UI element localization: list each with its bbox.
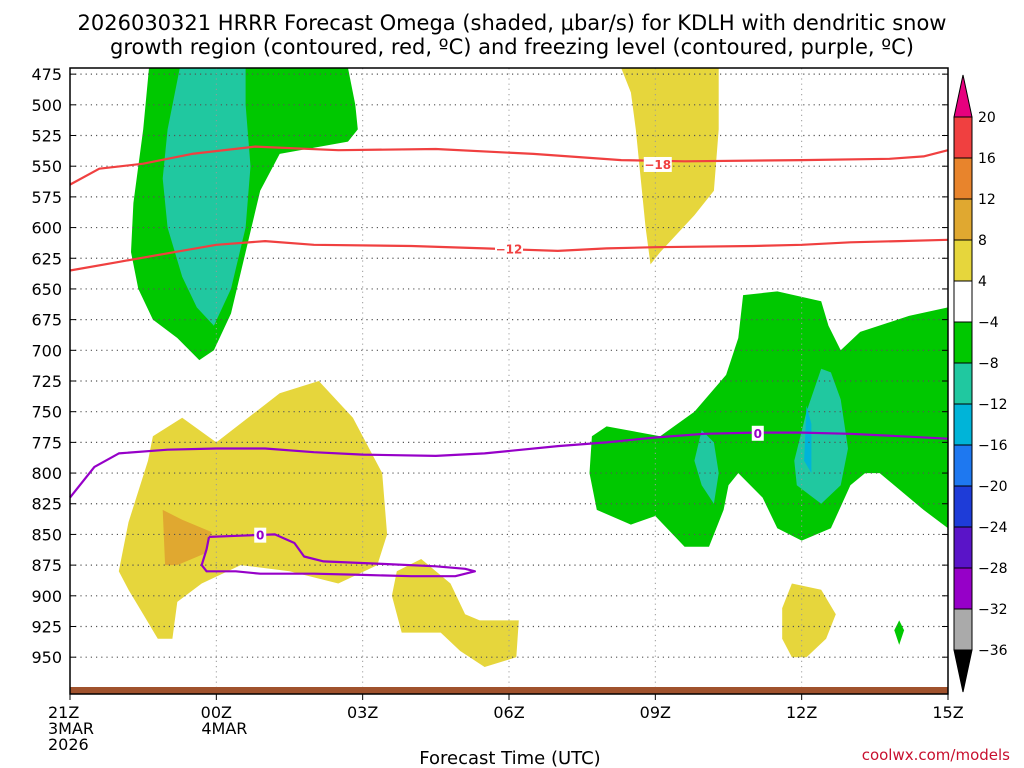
y-tick-label: 700: [31, 341, 62, 360]
colorbar-label: 12: [978, 192, 996, 208]
contours: −18 −12 0 0: [69, 145, 949, 578]
shaded-region-teal-lower-right-b: [694, 430, 719, 504]
shaded-regions: [118, 68, 948, 667]
y-tick-label: 600: [31, 219, 62, 238]
grid-lines: [70, 68, 948, 694]
colorbar-bin: [953, 362, 973, 405]
colorbar-label: 20: [978, 110, 996, 126]
colorbar-bin: [953, 280, 973, 323]
y-tick-label: 950: [31, 648, 62, 667]
x-tick-label: 00Z: [201, 703, 232, 722]
y-tick-label: 775: [31, 433, 62, 452]
contour-line: [69, 145, 949, 186]
contour-label: 0: [256, 529, 264, 543]
chart-title-line-2: growth region (contoured, red, ºC) and f…: [110, 35, 914, 59]
colorbar: 20 16 12 8 4 −4 −8 −12 −16 −20 −24 −28 −32 −36: [953, 74, 1008, 693]
shaded-region-orange-lower-left: [162, 509, 212, 566]
x-tick-label: 3MAR: [48, 719, 94, 738]
y-tick-label: 850: [31, 525, 62, 544]
colorbar-label: 8: [978, 233, 987, 249]
colorbar-bin: [953, 403, 973, 446]
colorbar-label: 16: [978, 151, 996, 167]
x-tick-label: 2026: [48, 735, 89, 754]
colorbar-bin: [953, 157, 973, 200]
y-tick-label: 650: [31, 280, 62, 299]
y-tick-label: 625: [31, 249, 62, 268]
contour-label: −12: [496, 243, 523, 257]
shaded-region-green-speck-right: [894, 620, 905, 645]
y-tick-label: 550: [31, 157, 62, 176]
colorbar-bin: [953, 198, 973, 241]
shaded-region-teal-lower-right-a: [794, 368, 848, 504]
colorbar-label: −12: [978, 397, 1008, 413]
contour-label-background: [254, 527, 267, 543]
y-tick-label: 475: [31, 65, 62, 84]
x-tick-label: 15Z: [932, 703, 963, 722]
x-tick-label: 12Z: [786, 703, 817, 722]
colorbar-label: −8: [978, 356, 999, 372]
shaded-region-teal-upper-left: [162, 68, 251, 326]
contour-label: −18: [644, 158, 671, 172]
surface-bar: [70, 687, 948, 694]
colorbar-arrow-bottom: [953, 649, 973, 693]
x-axis-label: Forecast Time (UTC): [419, 748, 600, 768]
x-tick-label: 09Z: [640, 703, 671, 722]
y-tick-label: 825: [31, 495, 62, 514]
y-tick-label: 725: [31, 372, 62, 391]
x-tick-label: 21Z: [48, 703, 79, 722]
colorbar-bin: [953, 485, 973, 528]
y-axis: 475 500 525 550 575 600 625 650 675 700 725 750 775 8…: [31, 65, 948, 667]
y-tick-label: 575: [31, 188, 62, 207]
x-tick-label: 4MAR: [201, 719, 247, 738]
shaded-region-yellow-lower-mid: [391, 559, 519, 667]
colorbar-bin: [953, 526, 973, 569]
y-tick-label: 900: [31, 587, 62, 606]
colorbar-bin: [953, 116, 973, 159]
colorbar-label: −24: [978, 520, 1008, 536]
colorbar-bin: [953, 567, 973, 610]
y-tick-label: 525: [31, 127, 62, 146]
shaded-region-green-lower-right: [589, 291, 948, 547]
y-tick-label: 925: [31, 617, 62, 636]
colorbar-label: −20: [978, 479, 1008, 495]
x-tick-label: 06Z: [493, 703, 524, 722]
colorbar-label: −36: [978, 643, 1008, 659]
contour-label-background: [751, 425, 764, 441]
y-tick-label: 675: [31, 311, 62, 330]
colorbar-bin: [953, 239, 973, 282]
colorbar-label: −16: [978, 438, 1008, 454]
colorbar-bin: [953, 608, 973, 651]
shaded-region-cyan-lower-right: [804, 405, 812, 474]
credit-text: coolwx.com/models: [862, 746, 1010, 764]
colorbar-label: −28: [978, 561, 1008, 577]
contour-label-background: [495, 241, 523, 257]
colorbar-label: −32: [978, 602, 1008, 618]
chart-title-line-1: 2026030321 HRRR Forecast Omega (shaded, …: [78, 11, 947, 35]
y-tick-label: 875: [31, 556, 62, 575]
contour-label-background: [643, 156, 672, 172]
colorbar-bin: [953, 321, 973, 364]
y-tick-label: 800: [31, 464, 62, 483]
colorbar-label: −4: [978, 315, 999, 331]
shaded-region-yellow-lower-right: [782, 583, 836, 658]
contour-line: [69, 431, 949, 499]
contour-label: 0: [754, 427, 762, 441]
contour-line: [200, 533, 476, 578]
y-tick-label: 500: [31, 96, 62, 115]
y-tick-label: 750: [31, 403, 62, 422]
colorbar-label: 4: [978, 274, 987, 290]
x-tick-label: 03Z: [347, 703, 378, 722]
colorbar-bin: [953, 444, 973, 487]
colorbar-arrow-top: [953, 74, 973, 118]
